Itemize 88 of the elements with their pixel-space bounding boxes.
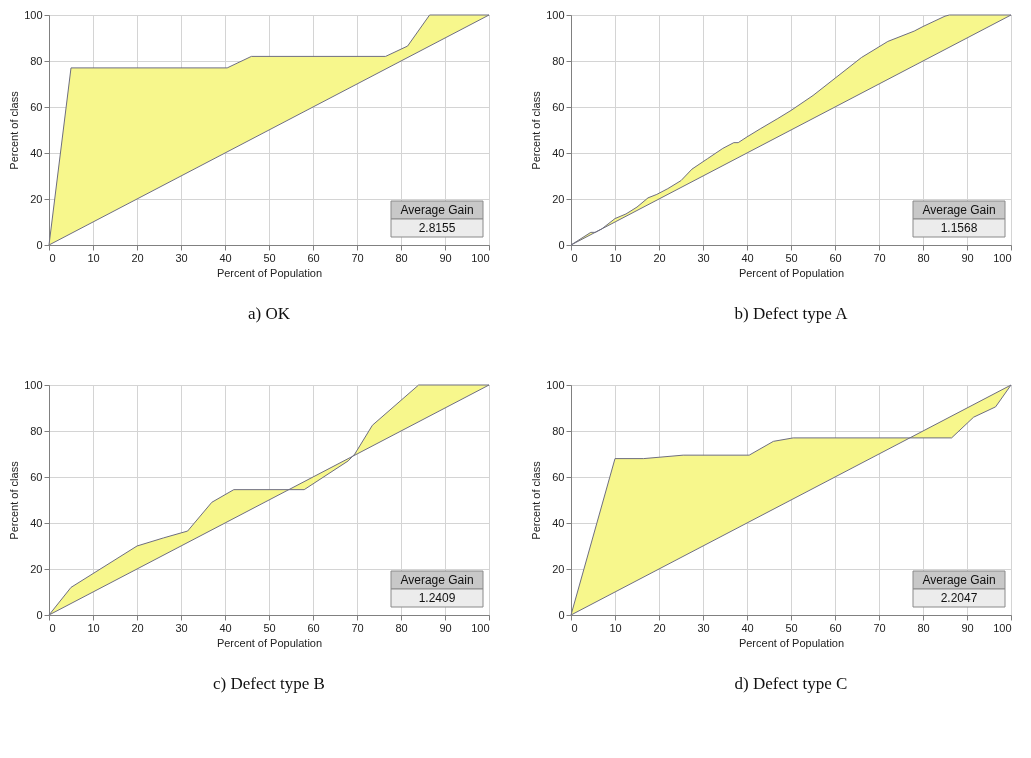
y-tick-label: 80 [552, 424, 565, 437]
x-axis-title: Percent of Population [738, 266, 845, 279]
x-tick-label: 60 [307, 621, 320, 634]
y-tick-label: 80 [552, 54, 565, 67]
x-tick-label: 10 [87, 621, 100, 634]
x-tick-label: 70 [351, 621, 364, 634]
x-tick-label: 40 [219, 251, 232, 264]
y-tick-label: 40 [552, 146, 565, 159]
y-tick-label: 20 [552, 192, 565, 205]
x-tick-label: 50 [263, 621, 276, 634]
y-tick-label: 60 [552, 100, 565, 113]
y-tick-label: 40 [30, 146, 43, 159]
x-tick-label: 50 [263, 251, 276, 264]
x-axis-title: Percent of Population [216, 266, 323, 279]
x-tick-label: 80 [917, 621, 930, 634]
x-tick-label: 30 [697, 621, 710, 634]
x-tick-label: 90 [439, 251, 452, 264]
y-tick-label: 20 [30, 192, 43, 205]
x-tick-label: 80 [395, 621, 408, 634]
x-tick-label: 100 [471, 251, 490, 264]
x-tick-label: 100 [471, 621, 490, 634]
text: d) Defect type C [734, 674, 848, 693]
annotation: Average Gain [922, 203, 996, 217]
x-tick-label: 70 [873, 251, 886, 264]
x-tick-label: 10 [609, 251, 622, 264]
y-tick-label: 0 [36, 238, 43, 251]
y-tick-label: 0 [36, 608, 43, 621]
x-tick-label: 80 [395, 251, 408, 264]
x-tick-label: 10 [609, 621, 622, 634]
annotation: 2.2047 [940, 591, 978, 605]
x-tick-label: 0 [49, 621, 56, 634]
y-axis-title: Percent of class [8, 90, 21, 170]
x-tick-label: 70 [351, 251, 364, 264]
x-tick-label: 90 [439, 621, 452, 634]
y-tick-label: 60 [30, 100, 43, 113]
y-tick-label: 100 [546, 8, 565, 21]
y-tick-label: 40 [552, 516, 565, 529]
annotation: 1.2409 [418, 591, 456, 605]
y-tick-label: 100 [546, 378, 565, 391]
y-tick-label: 0 [558, 608, 565, 621]
x-tick-label: 20 [653, 251, 666, 264]
text: b) Defect type A [734, 304, 849, 323]
x-tick-label: 50 [785, 251, 798, 264]
y-tick-label: 40 [30, 516, 43, 529]
x-tick-label: 80 [917, 251, 930, 264]
annotation: 2.8155 [418, 221, 456, 235]
x-tick-label: 0 [49, 251, 56, 264]
y-tick-label: 60 [30, 470, 43, 483]
y-tick-label: 100 [24, 378, 43, 391]
x-tick-label: 100 [993, 251, 1012, 264]
x-tick-label: 40 [741, 251, 754, 264]
y-tick-label: 100 [24, 8, 43, 21]
x-axis-title: Percent of Population [216, 636, 323, 649]
x-tick-label: 10 [87, 251, 100, 264]
y-axis-title: Percent of class [8, 460, 21, 540]
y-tick-label: 80 [30, 54, 43, 67]
y-tick-label: 0 [558, 238, 565, 251]
x-tick-label: 40 [219, 621, 232, 634]
x-tick-label: 30 [697, 251, 710, 264]
annotation: 1.1568 [940, 221, 978, 235]
x-tick-label: 100 [993, 621, 1012, 634]
y-axis-title: Percent of class [530, 460, 543, 540]
x-tick-label: 90 [961, 621, 974, 634]
text: c) Defect type B [213, 674, 325, 693]
x-tick-label: 0 [571, 251, 578, 264]
x-axis-title: Percent of Population [738, 636, 845, 649]
x-tick-label: 30 [175, 621, 188, 634]
y-axis-title: Percent of class [530, 90, 543, 170]
text: a) OK [247, 304, 291, 323]
annotation: Average Gain [400, 573, 474, 587]
x-tick-label: 60 [829, 621, 842, 634]
x-tick-label: 60 [829, 251, 842, 264]
y-tick-label: 80 [30, 424, 43, 437]
annotation: Average Gain [400, 203, 474, 217]
x-tick-label: 60 [307, 251, 320, 264]
x-tick-label: 70 [873, 621, 886, 634]
x-tick-label: 20 [131, 621, 144, 634]
y-tick-label: 20 [30, 562, 43, 575]
x-tick-label: 90 [961, 251, 974, 264]
x-tick-label: 0 [571, 621, 578, 634]
annotation: Average Gain [922, 573, 996, 587]
x-tick-label: 50 [785, 621, 798, 634]
y-tick-label: 20 [552, 562, 565, 575]
x-tick-label: 20 [131, 251, 144, 264]
x-tick-label: 20 [653, 621, 666, 634]
x-tick-label: 40 [741, 621, 754, 634]
x-tick-label: 30 [175, 251, 188, 264]
y-tick-label: 60 [552, 470, 565, 483]
